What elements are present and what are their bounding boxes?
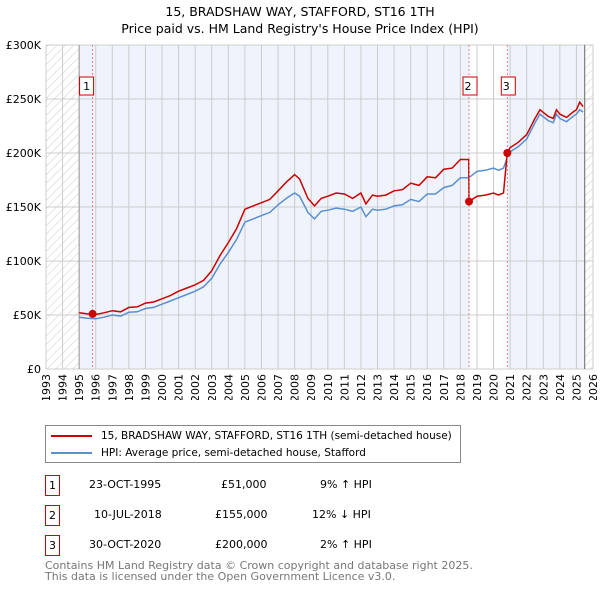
x-tick-label: 1996 — [90, 374, 103, 400]
x-tick-label: 2006 — [255, 374, 268, 400]
x-tick-label: 2013 — [372, 374, 385, 400]
transaction-row: 1 23-OCT-1995 £51,000 9% ↑ HPI — [45, 475, 465, 497]
legend-price-label: 15, BRADSHAW WAY, STAFFORD, ST16 1TH (se… — [101, 430, 452, 442]
y-tick-label: £250K — [6, 93, 42, 106]
transaction-date: 10-JUL-2018 — [94, 508, 162, 521]
x-tick-label: 1994 — [57, 374, 70, 400]
sale-point — [88, 309, 97, 318]
sale-point — [503, 149, 512, 157]
transaction-price: £155,000 — [215, 508, 268, 521]
transaction-date: 23-OCT-1995 — [89, 478, 162, 491]
y-tick-label: £0 — [27, 363, 41, 376]
x-tick-label: 2008 — [289, 374, 302, 400]
hpi-line — [79, 108, 584, 320]
marker-badge: 1 — [45, 475, 60, 496]
sale-marker-label: 2 — [465, 80, 472, 93]
footer-licence: This data is licensed under the Open Gov… — [45, 570, 396, 583]
x-tick-label: 2009 — [305, 374, 318, 400]
transaction-price: £51,000 — [221, 478, 267, 491]
x-tick-label: 2019 — [471, 374, 484, 400]
marker-badge: 3 — [45, 535, 60, 556]
x-tick-label: 2023 — [537, 374, 550, 400]
x-tick-label: 1997 — [106, 374, 119, 400]
x-tick-label: 2026 — [587, 374, 600, 400]
sale-marker-label: 1 — [83, 80, 90, 93]
x-tick-label: 2017 — [438, 374, 451, 400]
x-tick-label: 2007 — [272, 374, 285, 400]
chart-title: 15, BRADSHAW WAY, STAFFORD, ST16 1TH — [165, 4, 435, 19]
x-tick-label: 1995 — [73, 374, 86, 400]
legend-item-price: 15, BRADSHAW WAY, STAFFORD, ST16 1TH (se… — [46, 428, 452, 444]
hpi-line-swatch — [51, 452, 92, 454]
sale-marker-box — [79, 76, 95, 96]
y-tick-label: £300K — [6, 39, 42, 52]
marker-badge: 2 — [45, 505, 60, 526]
x-tick-label: 2024 — [554, 374, 567, 400]
transaction-date: 30-OCT-2020 — [89, 538, 162, 551]
x-tick-label: 2015 — [405, 374, 418, 400]
price-paid-line — [79, 100, 584, 316]
sale-point — [465, 197, 474, 206]
x-tick-label: 2012 — [355, 374, 368, 400]
x-tick-label: 2022 — [521, 374, 534, 400]
x-tick-label: 2003 — [206, 374, 219, 400]
transaction-row: 3 30-OCT-2020 £200,000 2% ↑ HPI — [45, 535, 465, 557]
x-tick-label: 2018 — [454, 374, 467, 400]
transaction-hpi: 12% ↓ HPI — [312, 508, 371, 521]
x-tick-label: 2020 — [488, 374, 501, 400]
x-tick-label: 1998 — [123, 374, 136, 400]
y-tick-label: £100K — [6, 255, 42, 268]
sale-marker-box — [462, 76, 478, 96]
x-tick-label: 2001 — [173, 374, 186, 400]
chart-subtitle: Price paid vs. HM Land Registry's House … — [121, 21, 479, 36]
x-tick-label: 2000 — [156, 374, 169, 400]
x-tick-label: 2004 — [222, 374, 235, 400]
transaction-row: 2 10-JUL-2018 £155,000 12% ↓ HPI — [45, 505, 465, 527]
footer-copyright: Contains HM Land Registry data © Crown c… — [45, 559, 473, 572]
y-tick-label: £150K — [6, 201, 42, 214]
transaction-hpi: 9% ↑ HPI — [320, 478, 372, 491]
legend-hpi-label: HPI: Average price, semi-detached house,… — [101, 447, 366, 459]
x-tick-label: 1999 — [139, 374, 152, 400]
x-tick-label: 2016 — [421, 374, 434, 400]
sale-marker-label: 3 — [503, 80, 510, 93]
transaction-price: £200,000 — [215, 538, 268, 551]
x-tick-label: 2025 — [570, 374, 583, 400]
x-tick-label: 2014 — [388, 374, 401, 400]
sale-marker-box — [500, 76, 516, 96]
x-tick-label: 2011 — [338, 374, 351, 400]
x-tick-label: 2010 — [322, 374, 335, 400]
x-tick-label: 2021 — [504, 374, 517, 400]
x-tick-label: 2002 — [189, 374, 202, 400]
y-tick-label: £50K — [13, 309, 42, 322]
x-tick-label: 1993 — [40, 374, 53, 400]
x-tick-label: 2005 — [239, 374, 252, 400]
price-line-swatch — [51, 435, 92, 437]
y-tick-label: £200K — [6, 147, 42, 160]
legend-item-hpi: HPI: Average price, semi-detached house,… — [46, 445, 366, 461]
legend: 15, BRADSHAW WAY, STAFFORD, ST16 1TH (se… — [45, 425, 461, 463]
transaction-hpi: 2% ↑ HPI — [320, 538, 372, 551]
